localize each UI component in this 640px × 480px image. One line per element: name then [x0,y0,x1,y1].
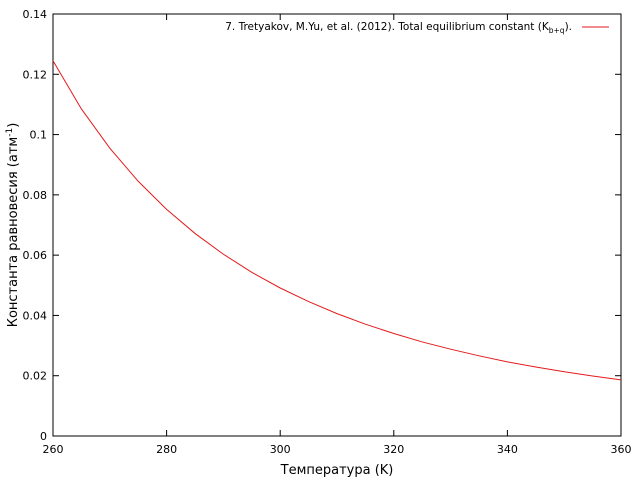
x-tick-label: 300 [270,443,291,456]
legend-entry-text: 7. Tretyakov, M.Yu, et al. (2012). Total… [225,21,550,33]
x-tick-label: 260 [43,443,64,456]
legend-entry-subscript: b+q [549,26,565,35]
y-axis-title: Константа равновесия (атм-1) [5,123,21,328]
x-axis-title: Температура (K) [280,463,394,478]
y-tick-label: 0.04 [23,309,48,322]
tick-labels-layer: 260 280 300 320 340 360 0 0.02 0.04 0.06 0.08 0.1 0.… [23,8,632,456]
series-line-0 [52,60,622,381]
x-tick-label: 360 [611,443,632,456]
legend-entry-suffix: ). [565,21,572,33]
y-tick-label: 0.06 [23,249,48,262]
legend-entry-label: 7. Tretyakov, M.Yu, et al. (2012). Total… [225,21,572,35]
plot-frame [52,13,622,437]
x-tick-label: 320 [383,443,404,456]
y-tick-label: 0.14 [23,8,48,21]
y-tick-label: 0.1 [30,129,48,142]
y-tick-label: 0.08 [23,189,48,202]
x-tick-label: 280 [156,443,177,456]
y-tick-label: 0.12 [23,68,48,81]
y-axis-title-superscript: -1 [5,128,15,137]
series-layer [52,60,622,381]
y-tick-label: 0 [40,430,47,443]
ticks-layer [52,13,622,437]
y-tick-label: 0.02 [23,370,48,383]
x-tick-label: 340 [497,443,518,456]
legend: 7. Tretyakov, M.Yu, et al. (2012). Total… [225,21,609,35]
y-axis-title-text: Константа равновесия (атм [6,137,21,328]
y-axis-title-suffix: ) [6,123,21,128]
